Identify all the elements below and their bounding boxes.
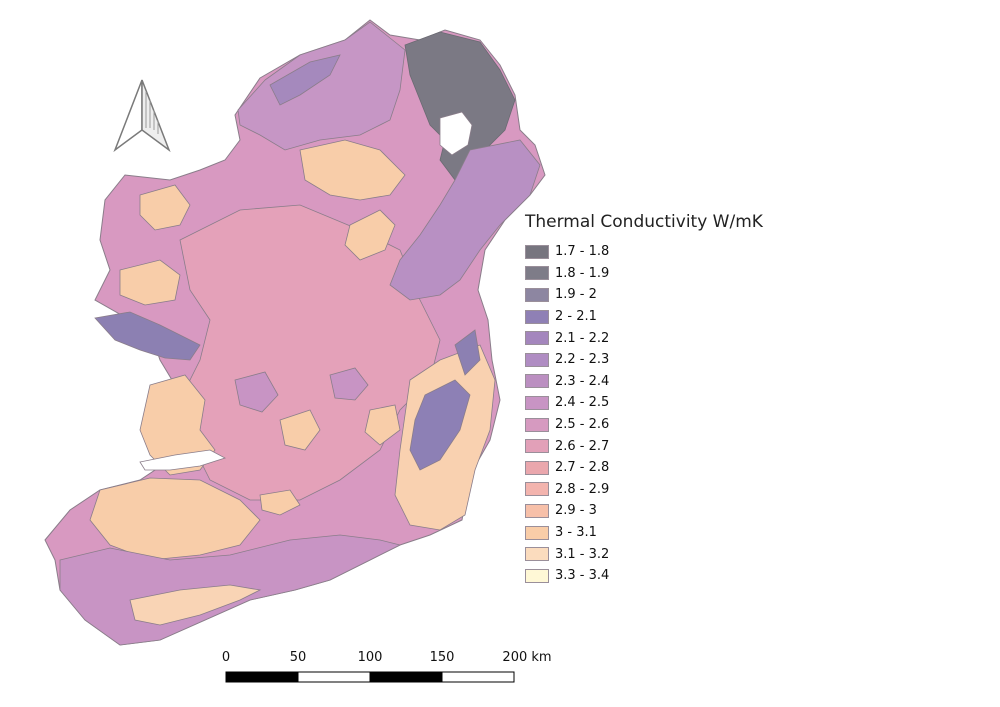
region-northwest xyxy=(237,21,406,151)
legend-item: 2.6 - 2.7 xyxy=(525,435,763,457)
scale-label-200: 200 km xyxy=(502,650,552,665)
legend-items: 1.7 - 1.8 1.8 - 1.9 1.9 - 2 2 - 2.1 2.1 - 2.… xyxy=(525,241,763,587)
legend-swatch xyxy=(525,417,549,432)
legend-label: 2 - 2.1 xyxy=(555,309,597,325)
legend-label: 2.3 - 2.4 xyxy=(555,373,610,389)
region-midnorth-peach xyxy=(344,209,396,261)
region-connemara-dark xyxy=(94,311,201,361)
region-donegal-dark xyxy=(269,54,341,106)
legend-item: 2.2 - 2.3 xyxy=(525,349,763,371)
legend-label: 2.1 - 2.2 xyxy=(555,330,610,346)
legend-label: 1.9 - 2 xyxy=(555,287,597,303)
region-midland-peach-1 xyxy=(279,409,321,451)
region-midland-peach-3 xyxy=(259,489,301,516)
legend-item: 1.9 - 2 xyxy=(525,284,763,306)
legend-swatch xyxy=(525,439,549,454)
region-south-peach xyxy=(89,477,261,561)
legend-swatch xyxy=(525,266,549,281)
legend-item: 2.1 - 2.2 xyxy=(525,327,763,349)
scale-label-100: 100 xyxy=(357,650,383,665)
legend-label: 2.2 - 2.3 xyxy=(555,352,610,368)
legend-swatch xyxy=(525,503,549,518)
legend-swatch xyxy=(525,287,549,302)
legend-label: 2.5 - 2.6 xyxy=(555,417,610,433)
legend-item: 3.3 - 3.4 xyxy=(525,565,763,587)
legend-label: 2.6 - 2.7 xyxy=(555,438,610,454)
region-midland-ring xyxy=(329,367,369,401)
legend-label: 2.4 - 2.5 xyxy=(555,395,610,411)
legend-label: 2.8 - 2.9 xyxy=(555,481,610,497)
region-north-peach xyxy=(299,139,406,201)
legend-item: 2.3 - 2.4 xyxy=(525,371,763,393)
scale-label-50: 50 xyxy=(289,650,307,665)
region-east-coast-dark xyxy=(454,329,481,376)
legend-item: 2.8 - 2.9 xyxy=(525,479,763,501)
legend-swatch xyxy=(525,395,549,410)
legend-item: 2 - 2.1 xyxy=(525,306,763,328)
region-wicklow-granite xyxy=(409,379,471,471)
legend-item: 2.5 - 2.6 xyxy=(525,414,763,436)
region-west-peach-2 xyxy=(119,259,181,306)
legend-swatch xyxy=(525,374,549,389)
scale-segment-3 xyxy=(369,671,443,683)
legend-label: 3.1 - 3.2 xyxy=(555,546,610,562)
region-midland-ring-2 xyxy=(234,371,279,413)
scale-bar xyxy=(225,671,515,683)
legend-swatch xyxy=(525,460,549,475)
legend-label: 1.7 - 1.8 xyxy=(555,244,610,260)
scale-segment-2 xyxy=(297,671,371,683)
legend-item: 2.7 - 2.8 xyxy=(525,457,763,479)
legend-swatch xyxy=(525,547,549,562)
legend-swatch xyxy=(525,244,549,259)
legend-swatch xyxy=(525,331,549,346)
region-west-peach-1 xyxy=(139,184,191,231)
legend-swatch xyxy=(525,568,549,583)
legend-title: Thermal Conductivity W/mK xyxy=(525,212,763,232)
legend-label: 1.8 - 1.9 xyxy=(555,265,610,281)
lough-neagh xyxy=(439,111,473,156)
region-midland-peach-2 xyxy=(364,404,401,446)
scale-segment-1 xyxy=(225,671,299,683)
legend-label: 2.9 - 3 xyxy=(555,503,597,519)
legend-item: 2.9 - 3 xyxy=(525,500,763,522)
legend-label: 3 - 3.1 xyxy=(555,525,597,541)
legend-item: 1.7 - 1.8 xyxy=(525,241,763,263)
legend-item: 1.8 - 1.9 xyxy=(525,263,763,285)
legend-label: 2.7 - 2.8 xyxy=(555,460,610,476)
legend-label: 3.3 - 3.4 xyxy=(555,568,610,584)
legend-swatch xyxy=(525,482,549,497)
north-arrow-icon xyxy=(113,79,171,153)
legend-item: 2.4 - 2.5 xyxy=(525,392,763,414)
shannon-estuary xyxy=(139,449,227,471)
region-south-coast-peach xyxy=(129,584,262,626)
region-east-belt xyxy=(389,139,541,301)
legend-item: 3 - 3.1 xyxy=(525,522,763,544)
legend-swatch xyxy=(525,525,549,540)
legend-swatch xyxy=(525,309,549,324)
scale-label-150: 150 xyxy=(429,650,455,665)
scale-label-0: 0 xyxy=(221,650,231,665)
legend-item: 3.1 - 3.2 xyxy=(525,543,763,565)
scale-segment-4 xyxy=(441,671,515,683)
legend-swatch xyxy=(525,352,549,367)
legend: Thermal Conductivity W/mK 1.7 - 1.8 1.8 -… xyxy=(525,212,763,587)
